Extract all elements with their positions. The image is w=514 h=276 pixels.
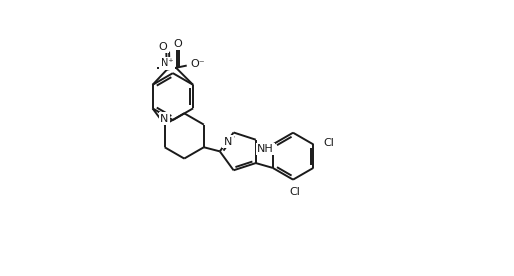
Text: NH: NH — [257, 144, 274, 154]
Text: N: N — [160, 113, 168, 123]
Text: O: O — [159, 42, 168, 52]
Text: N: N — [224, 137, 232, 147]
Text: O: O — [174, 39, 182, 49]
Text: N⁺: N⁺ — [160, 58, 173, 68]
Text: Cl: Cl — [323, 138, 334, 148]
Text: O⁻: O⁻ — [190, 59, 205, 69]
Text: Cl: Cl — [289, 187, 300, 197]
